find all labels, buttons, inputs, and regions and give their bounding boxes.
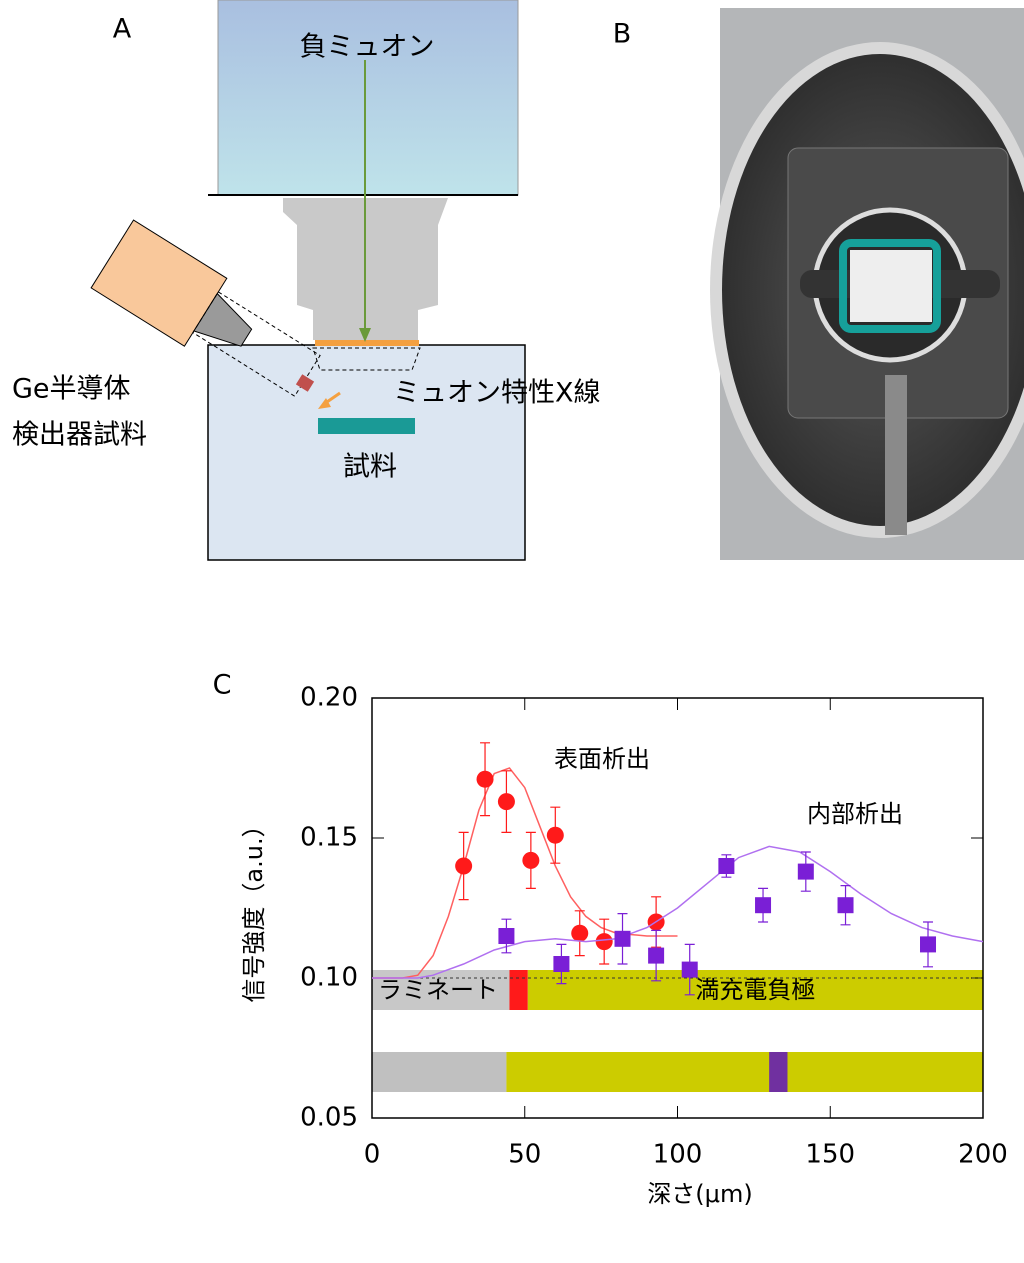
sample-label: 試料: [343, 452, 397, 483]
data-point: [455, 858, 472, 875]
panel-b: B: [613, 8, 1024, 560]
panel-label: B: [613, 19, 632, 50]
series-annotation: 表面析出: [554, 745, 650, 773]
y-axis-label: 信号強度（a.u.）: [240, 813, 268, 1002]
page: A 負ミュオン Ge半導体 検出器試料 ミュオン特性X線 試料 B C 深さ(μ…: [0, 0, 1024, 1263]
y-tick-label: 0.20: [300, 683, 358, 713]
depth-band: [506, 1052, 983, 1092]
detector-label: 検出器試料: [12, 420, 147, 451]
data-point: [838, 897, 854, 913]
band-label: ラミネート: [378, 976, 498, 1004]
x-tick-label: 150: [805, 1140, 855, 1170]
data-point: [477, 771, 494, 788]
beam-source: [218, 0, 518, 195]
x-tick-label: 50: [508, 1140, 541, 1170]
panel-c: C 深さ(μm) 信号強度（a.u.） ラミネート 満充電負極 0 50 100 150 2…: [213, 670, 1008, 1209]
sample-photo: [850, 250, 932, 322]
data-point: [648, 948, 664, 964]
x-tick-label: 100: [653, 1140, 703, 1170]
depth-band: [769, 1052, 787, 1092]
xray-label: ミュオン特性X線: [393, 378, 601, 409]
data-point: [596, 933, 613, 950]
data-point: [615, 931, 631, 947]
beam-label: 負ミュオン: [300, 32, 435, 63]
data-point: [718, 858, 734, 874]
data-point: [498, 928, 514, 944]
data-point: [553, 956, 569, 972]
sample-bar: [318, 418, 415, 434]
data-point: [547, 827, 564, 844]
depth-band: [509, 970, 527, 1010]
y-tick-label: 0.15: [300, 823, 358, 853]
band-label: 満充電負極: [695, 976, 815, 1004]
x-axis-label: 深さ(μm): [647, 1180, 752, 1208]
series-annotation: 内部析出: [807, 800, 903, 828]
data-point: [798, 864, 814, 880]
data-point: [755, 897, 771, 913]
panel-a: A 負ミュオン Ge半導体 検出器試料 ミュオン特性X線 試料: [12, 0, 601, 560]
y-tick-label: 0.10: [300, 963, 358, 993]
data-point: [920, 936, 936, 952]
panel-label: A: [113, 14, 132, 45]
data-point: [498, 793, 515, 810]
detector-label: Ge半導体: [12, 374, 131, 405]
depth-band: [372, 1052, 506, 1092]
panel-label: C: [213, 670, 232, 701]
x-tick-label: 200: [958, 1140, 1008, 1170]
data-point: [571, 925, 588, 942]
fit-curve: [372, 768, 678, 978]
figure: A 負ミュオン Ge半導体 検出器試料 ミュオン特性X線 試料 B C 深さ(μ…: [0, 0, 1024, 1263]
rod: [885, 375, 907, 535]
x-tick-label: 0: [364, 1140, 381, 1170]
data-point: [522, 852, 539, 869]
data-point: [682, 962, 698, 978]
y-tick-label: 0.05: [300, 1103, 358, 1133]
window: [315, 340, 419, 346]
